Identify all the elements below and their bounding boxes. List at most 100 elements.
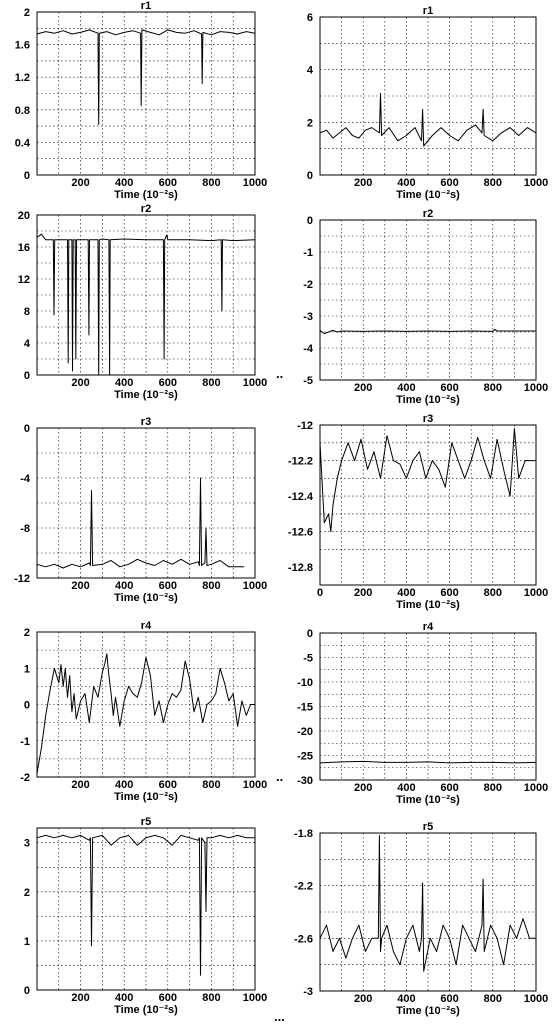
y-tick-label: 6 [307,12,313,24]
chart-3: r2 200 400 600 800 1000 0 4 8 12 16 20 Time (10⁻²s) [18,203,267,401]
x-tick-label: 600 [159,580,177,592]
y-tick-label: 0.4 [15,137,31,149]
x-tick-label: 200 [71,177,89,189]
x-tick-label: 600 [440,993,458,1005]
y-tick-label: -15 [297,702,313,714]
x-tick-label: 400 [115,377,133,389]
x-tick-label: 1000 [524,177,548,189]
x-tick-label: 600 [159,779,177,791]
x-tick-label: 200 [354,382,372,394]
x-tick-label: 1000 [524,587,548,599]
x-tick-label: 200 [71,377,89,389]
y-tick-label: -1.8 [294,828,313,840]
series-line [36,477,245,569]
y-tick-label: -12 [14,573,30,585]
y-tick-label: 0 [24,423,30,435]
chart-title: r1 [423,5,433,17]
y-tick-label: 0 [307,215,313,227]
y-tick-label: -1 [303,247,313,259]
chart-title: r2 [141,203,151,215]
x-tick-label: 200 [354,587,372,599]
x-tick-label: 1000 [524,782,548,794]
y-tick-label: -2.2 [294,881,313,893]
y-tick-label: 16 [18,242,30,254]
series-line [319,428,536,533]
x-tick-label: 800 [484,993,502,1005]
y-tick-label: -1 [20,736,30,748]
series-line [36,653,255,774]
y-tick-label: -25 [297,751,313,763]
y-tick-label: 4 [307,65,314,77]
y-tick-label: 3 [24,838,30,850]
series-line [319,835,536,972]
y-tick-label: 8 [24,306,30,318]
chart-title: r3 [423,413,433,425]
series-line [319,92,537,147]
y-tick-label: 1.2 [15,72,30,84]
x-tick-label: 200 [71,779,89,791]
x-tick-label: 400 [397,587,415,599]
x-tick-label: 200 [354,782,372,794]
y-tick-label: 2 [24,887,30,899]
x-tick-label: 1000 [243,177,267,189]
chart-10: r5 200 400 600 800 1000 -3 -2.6 -2.2 -1.8 Time (10… [294,821,548,1017]
x-axis-label: Time (10⁻²s) [114,1004,178,1016]
plot-frame [319,16,537,176]
x-tick-label: 1000 [243,377,267,389]
plot-frame [319,832,537,992]
x-tick-label: 800 [484,782,502,794]
x-tick-label: 600 [159,377,177,389]
y-tick-label: -2 [20,772,30,784]
y-tick-label: -12.4 [288,491,314,503]
y-tick-label: -2.6 [294,933,313,945]
x-axis-label: Time (10⁻²s) [396,599,460,611]
x-tick-label: 1000 [524,993,548,1005]
y-tick-label: -12.6 [288,527,313,539]
x-axis-label: Time (10⁻²s) [396,394,460,406]
plot-frame [36,214,256,376]
x-tick-label: 400 [397,177,415,189]
chart-7: r4 200 400 600 800 1000 -2 -1 0 1 2 Time (10⁻²s) [20,620,267,803]
y-tick-label: 12 [18,274,30,286]
y-tick-label: 0 [24,370,30,382]
plot-frame [319,219,537,381]
plot-frame [319,632,537,781]
chart-title: r3 [141,416,151,428]
y-tick-label: -2 [303,279,313,291]
plot-frame [36,631,256,778]
x-tick-label: 1000 [243,580,267,592]
x-tick-label: 600 [440,382,458,394]
y-tick-label: -12.8 [288,562,313,574]
y-tick-label: -5 [303,653,313,665]
x-tick-label: 200 [354,993,372,1005]
y-tick-label: 1.6 [15,40,30,52]
y-tick-label: -20 [297,726,313,738]
series-line [36,29,256,125]
x-tick-label: 600 [159,177,177,189]
x-tick-label: 400 [115,992,133,1004]
y-tick-label: -12.2 [288,456,313,468]
chart-title: r1 [141,0,151,12]
y-tick-label: -4 [303,343,314,355]
y-tick-label: 1 [24,936,30,948]
chart-1: r1 200 400 600 800 1000 0 0.4 0.8 1.2 1.6 2 Time (10… [15,0,268,201]
chart-5: r3 200 400 600 800 1000 -12 -8 -4 0 Time (10⁻²s) [14,416,267,604]
plot-frame [36,827,256,991]
x-tick-label: 1000 [243,992,267,1004]
y-tick-label: 2 [307,117,313,129]
chart-title: r4 [423,621,434,633]
y-tick-label: 0 [307,628,313,640]
plot-frame [319,424,537,586]
x-tick-label: 600 [159,992,177,1004]
x-tick-label: 600 [440,177,458,189]
x-axis-label: Time (10⁻²s) [396,1005,460,1017]
y-tick-label: -12 [297,420,313,432]
x-tick-label: 800 [484,382,502,394]
x-axis-label: Time (10⁻²s) [114,592,178,604]
y-tick-label: -5 [303,375,313,387]
x-tick-label: 200 [354,177,372,189]
x-tick-label: 800 [202,177,220,189]
separator-dots: .. [276,769,283,784]
series-line [319,760,537,764]
series-line [319,328,536,335]
